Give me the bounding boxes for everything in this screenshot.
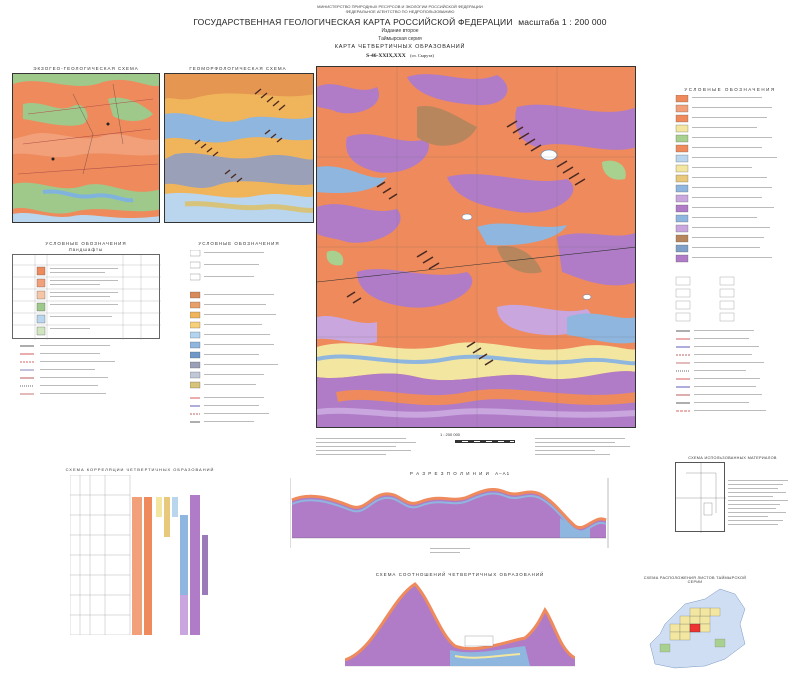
left-legend-subtitle: Ландшафты: [68, 247, 104, 252]
main-legend-title: УСЛОВНЫЕ ОБОЗНАЧЕНИЯ: [684, 87, 776, 92]
sheet-line: S-46-XXIX,XXX (оз. Сырута): [0, 53, 800, 59]
layout-title: СХЕМА РАСПОЛОЖЕНИЯ ЛИСТОВ ТАЙМЫРСКОЙ СЕР…: [643, 576, 747, 584]
geomorph-legend: [190, 250, 300, 430]
main-quaternary-map: [316, 66, 636, 428]
section-line-label: А–А1: [495, 471, 511, 476]
map-notes-right: [535, 436, 635, 460]
left-legend-symbols: [12, 342, 160, 402]
ministry-line: МИНИСТЕРСТВО ПРИРОДНЫХ РЕСУРСОВ И ЭКОЛОГ…: [317, 4, 483, 9]
relations-title: СХЕМА СООТНОШЕНИЙ ЧЕТВЕРТИЧНЫХ ОБРАЗОВАН…: [375, 572, 545, 577]
title-scale: масштаба 1 : 200 000: [518, 17, 607, 27]
section-title-text: Р А З Р Е З П О Л И Н И И: [409, 471, 490, 476]
main-legend: [668, 95, 793, 435]
sheet-layout-map: [645, 584, 755, 669]
map-notes-left: [316, 436, 426, 460]
cross-section: [290, 478, 610, 558]
sheet-number: S-46-XXIX,XXX: [366, 53, 406, 59]
main-map-scale: 1 : 200 000: [440, 432, 461, 437]
map-title: ГОСУДАРСТВЕННАЯ ГЕОЛОГИЧЕСКАЯ КАРТА РОСС…: [0, 17, 800, 27]
index-notes: [728, 478, 793, 538]
relations-schema: [345, 580, 575, 670]
scale-bar: [455, 440, 515, 443]
left-legend-table: [12, 254, 161, 340]
left-legend-title: УСЛОВНЫЕ ОБОЗНАЧЕНИЯ: [45, 241, 127, 246]
geomorphological-schema-map: [164, 73, 314, 223]
sheet-note: (оз. Сырута): [410, 53, 434, 58]
title-main: ГОСУДАРСТВЕННАЯ ГЕОЛОГИЧЕСКАЯ КАРТА РОСС…: [193, 17, 513, 27]
agency-line: ФЕДЕРАЛЬНОЕ АГЕНТСТВО ПО НЕДРОПОЛЬЗОВАНИ…: [345, 9, 455, 14]
materials-index-map: [675, 462, 726, 533]
correlation-title: СХЕМА КОРРЕЛЯЦИИ ЧЕТВЕРТИЧНЫХ ОБРАЗОВАНИ…: [65, 467, 215, 472]
map-name: КАРТА ЧЕТВЕРТИЧНЫХ ОБРАЗОВАНИЙ: [334, 44, 466, 50]
series: Таймырская серия: [378, 36, 422, 42]
exogeological-schema-map: [12, 73, 160, 223]
left-schema-title: ЭКЗОГЕО-ГЕОЛОГИЧЕСКАЯ СХЕМА: [33, 66, 139, 71]
edition: Издание второе: [381, 28, 419, 34]
right-schema-title: ГЕОМОРФОЛОГИЧЕСКАЯ СХЕМА: [189, 66, 287, 71]
section-title: Р А З Р Е З П О Л И Н И И А–А1: [360, 471, 560, 476]
correlation-chart: [70, 475, 210, 635]
index-title: СХЕМА ИСПОЛЬЗОВАННЫХ МАТЕРИАЛОВ: [688, 456, 777, 460]
right-legend-title: УСЛОВНЫЕ ОБОЗНАЧЕНИЯ: [198, 241, 280, 246]
